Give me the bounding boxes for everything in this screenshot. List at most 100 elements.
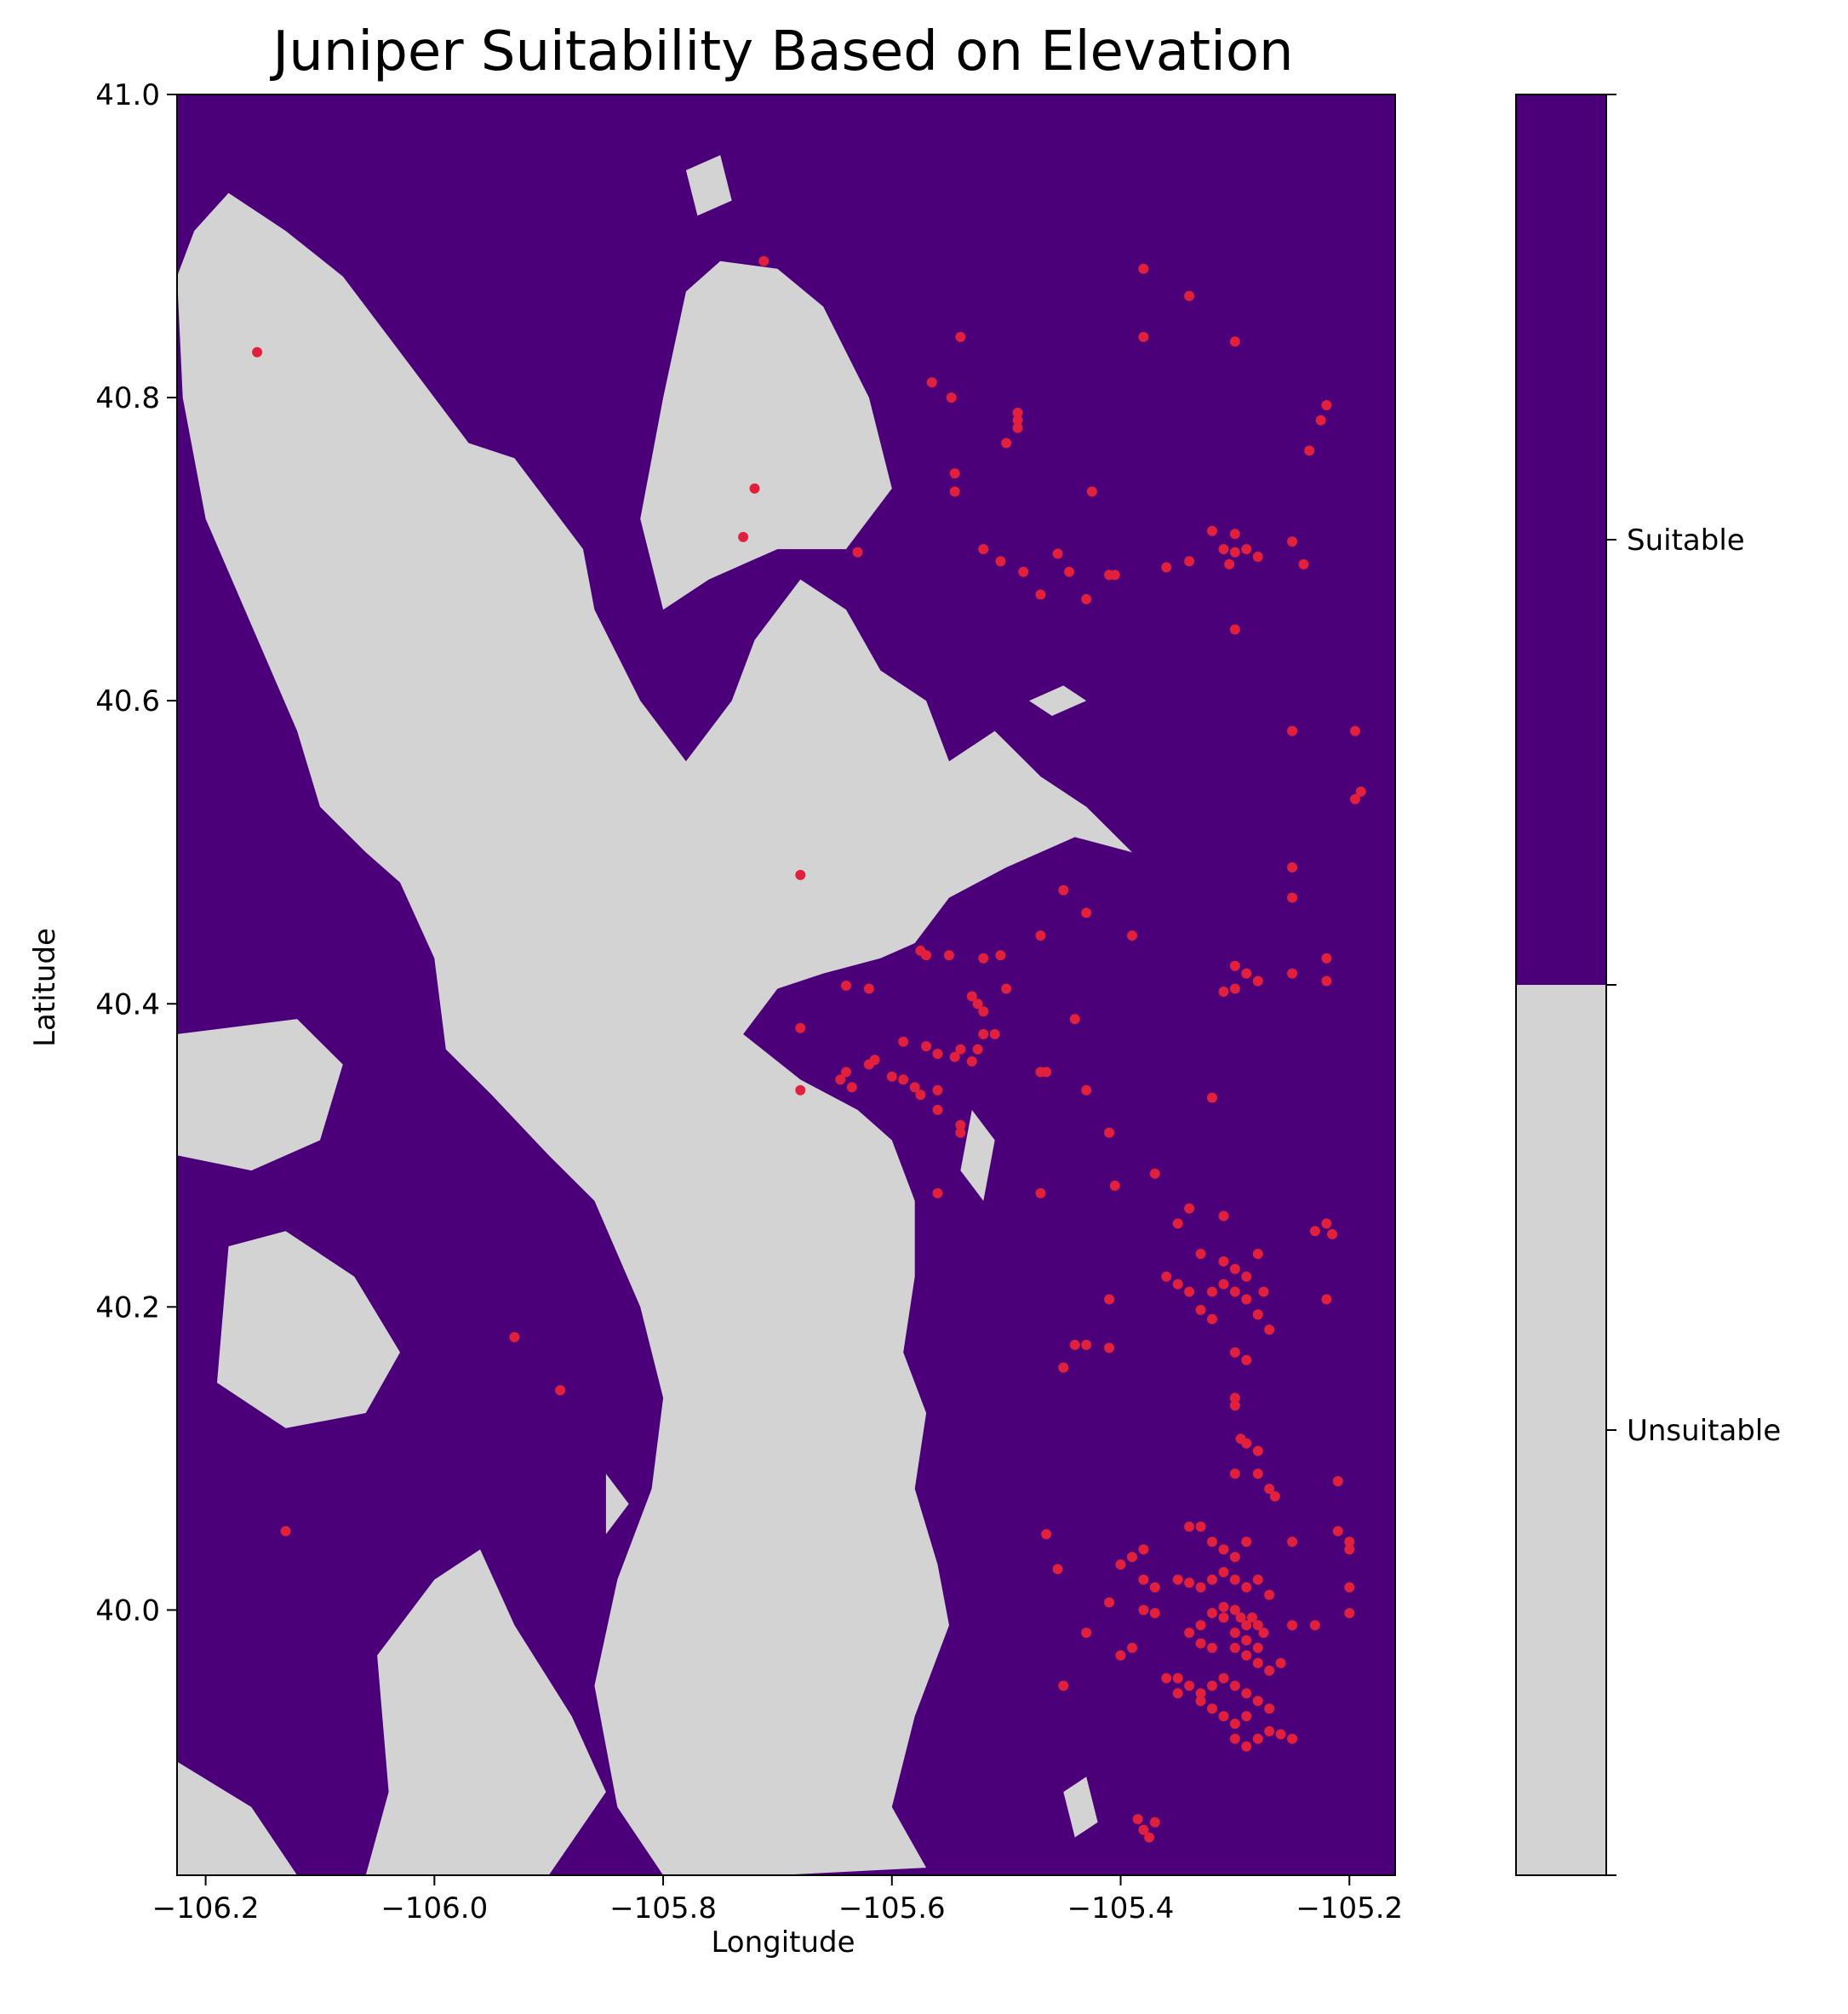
juniper-point [1081, 593, 1092, 604]
juniper-point [1247, 1612, 1257, 1623]
juniper-point [1287, 1620, 1298, 1631]
juniper-point [1172, 1688, 1183, 1699]
y-tick-label: 40.0 [95, 1593, 160, 1628]
juniper-point [1218, 1544, 1229, 1555]
juniper-point [1081, 1339, 1092, 1350]
juniper-point [932, 1084, 943, 1096]
juniper-point [949, 486, 960, 497]
juniper-point [921, 950, 932, 961]
plot-frame [176, 94, 1396, 1876]
plot-area [176, 94, 1396, 1876]
juniper-point [795, 869, 806, 880]
juniper-point [1229, 1393, 1240, 1404]
juniper-point [1229, 1574, 1240, 1585]
unsuitable-region [177, 1019, 343, 1171]
juniper-point [1287, 725, 1298, 736]
juniper-point [1109, 569, 1120, 581]
juniper-point [1218, 544, 1229, 555]
juniper-point [1355, 787, 1366, 797]
x-axis-label: Longitude [711, 1925, 855, 1960]
juniper-point [909, 1082, 920, 1093]
colorbar-label: Suitable [1627, 524, 1745, 558]
juniper-point [1207, 1536, 1217, 1548]
juniper-point [1012, 407, 1023, 418]
juniper-point [1184, 1521, 1195, 1532]
juniper-point [1172, 1673, 1183, 1684]
juniper-point [1229, 624, 1240, 635]
juniper-point [1241, 968, 1252, 979]
juniper-point [1229, 1400, 1240, 1411]
juniper-point [1218, 1612, 1229, 1623]
juniper-point [1252, 1445, 1263, 1456]
unsuitable-region [217, 1231, 400, 1428]
juniper-point [1138, 1605, 1149, 1616]
y-tick-label: 40.4 [95, 987, 160, 1021]
juniper-point [978, 953, 989, 964]
juniper-point [955, 1044, 966, 1055]
juniper-point [1229, 1733, 1240, 1744]
y-axis-label: Latitude [28, 928, 62, 1047]
juniper-point [1109, 1180, 1120, 1191]
juniper-point [1184, 1680, 1195, 1691]
juniper-point [509, 1331, 520, 1342]
juniper-point [886, 1071, 897, 1082]
juniper-point [1309, 1226, 1320, 1237]
juniper-point [1069, 1014, 1080, 1025]
juniper-point [1275, 1657, 1286, 1668]
unsuitable-region [605, 1473, 629, 1535]
juniper-point [1252, 1468, 1263, 1479]
juniper-point [949, 1051, 960, 1062]
unsuitable-regions [177, 155, 1132, 1875]
juniper-point [1304, 445, 1315, 456]
juniper-point [1229, 1347, 1240, 1358]
juniper-point [1207, 1574, 1217, 1585]
juniper-point [1241, 1620, 1252, 1631]
juniper-point [1138, 263, 1149, 274]
juniper-point [1298, 558, 1309, 569]
juniper-point [1264, 1703, 1275, 1714]
juniper-point [1081, 1084, 1092, 1096]
juniper-point [1258, 1286, 1269, 1297]
juniper-point [898, 1074, 909, 1085]
juniper-point [1241, 1711, 1252, 1722]
juniper-point [1041, 1529, 1052, 1540]
juniper-point [1161, 1271, 1172, 1282]
juniper-point [1252, 1733, 1263, 1744]
juniper-point [1229, 960, 1240, 971]
juniper-point [1218, 1601, 1229, 1612]
juniper-point [1315, 415, 1326, 426]
y-tick-label: 40.2 [95, 1290, 160, 1325]
juniper-point [915, 1090, 926, 1101]
juniper-point [1172, 1279, 1183, 1290]
juniper-point [841, 1067, 851, 1078]
juniper-point [1235, 1433, 1246, 1445]
colorbar-segment [1516, 985, 1606, 1875]
juniper-point [1218, 1566, 1229, 1577]
juniper-point [1161, 562, 1172, 573]
juniper-point [1132, 1814, 1143, 1825]
juniper-point [898, 1036, 909, 1047]
juniper-point [972, 1044, 983, 1055]
juniper-point [1184, 1286, 1195, 1297]
juniper-point [1086, 486, 1097, 497]
juniper-point [795, 1084, 806, 1096]
juniper-point [1172, 1218, 1183, 1229]
juniper-point [921, 1041, 932, 1052]
juniper-point [1229, 529, 1240, 540]
juniper-point [978, 1028, 989, 1039]
colorbar: Suitable Unsuitable [1515, 94, 1781, 1876]
juniper-point [846, 1082, 857, 1093]
juniper-point [1264, 1325, 1275, 1335]
juniper-point [955, 331, 966, 342]
juniper-point [1321, 1218, 1332, 1229]
juniper-point [1104, 1127, 1115, 1138]
juniper-point [1287, 1536, 1298, 1548]
juniper-point [1081, 1628, 1092, 1639]
juniper-point [1218, 1279, 1229, 1290]
juniper-point [1218, 1256, 1229, 1267]
juniper-point [1104, 1294, 1115, 1305]
x-tick-label: −105.8 [609, 1891, 717, 1925]
juniper-point [1195, 1638, 1206, 1649]
x-axis: −106.2 −106.0 −105.8 −105.6 −105.4 −105.2 [152, 1875, 1403, 1925]
juniper-point [1218, 1711, 1229, 1722]
